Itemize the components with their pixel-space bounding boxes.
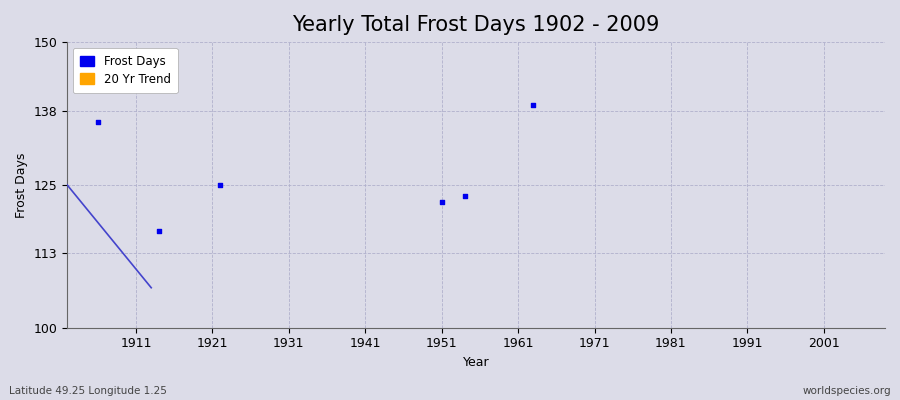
Point xyxy=(152,228,166,234)
Point xyxy=(457,193,472,200)
Point xyxy=(98,73,112,80)
Point xyxy=(435,199,449,205)
Point xyxy=(212,182,227,188)
Title: Yearly Total Frost Days 1902 - 2009: Yearly Total Frost Days 1902 - 2009 xyxy=(292,15,660,35)
X-axis label: Year: Year xyxy=(463,356,490,369)
Y-axis label: Frost Days: Frost Days xyxy=(15,152,28,218)
Legend: Frost Days, 20 Yr Trend: Frost Days, 20 Yr Trend xyxy=(73,48,178,93)
Text: Latitude 49.25 Longitude 1.25: Latitude 49.25 Longitude 1.25 xyxy=(9,386,166,396)
Point xyxy=(526,102,541,108)
Point xyxy=(91,119,105,125)
Text: worldspecies.org: worldspecies.org xyxy=(803,386,891,396)
